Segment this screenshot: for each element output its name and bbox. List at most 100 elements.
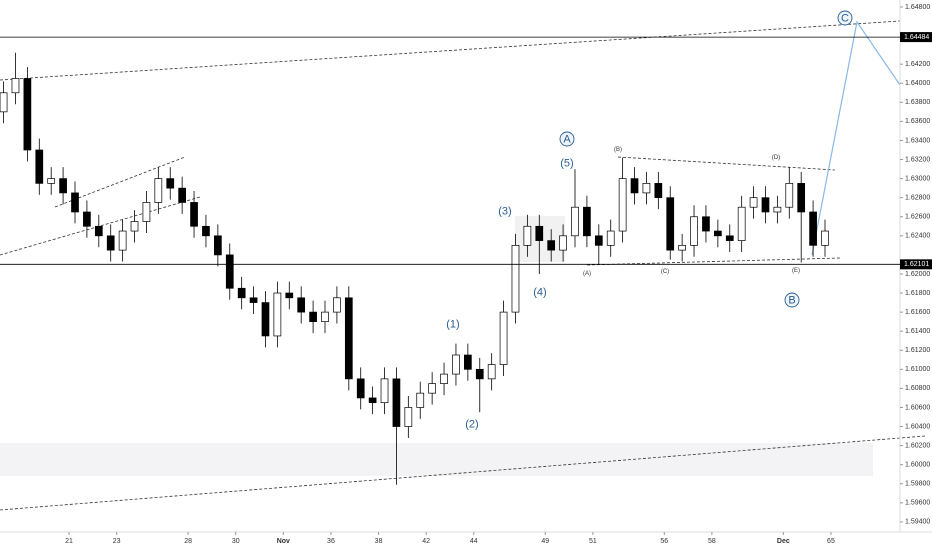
x-tick-label: Nov [277, 538, 290, 545]
candle-body [440, 373, 448, 384]
wave-label: C [841, 12, 849, 24]
candle-body [618, 178, 627, 232]
candle-body [714, 230, 722, 237]
trendline [0, 20, 901, 81]
y-tick-label: 1.59600 [905, 500, 930, 507]
wave-label: (4) [533, 286, 546, 298]
wave-label: (5) [560, 157, 573, 169]
wave-circle [837, 10, 853, 26]
candle-body [737, 206, 746, 241]
price-tag-label: 1.62101 [904, 261, 929, 268]
x-tick-label: 56 [660, 538, 668, 545]
candle-body [202, 225, 210, 237]
candle-body [594, 235, 603, 246]
price-tag [900, 259, 932, 270]
x-tick-label: 23 [113, 538, 121, 545]
candle-body [511, 245, 520, 313]
wave-label: A [563, 133, 571, 145]
candle-body [83, 211, 91, 227]
wave-label: (1) [446, 318, 459, 330]
projection [811, 20, 901, 256]
candle-body [71, 192, 79, 213]
candle-body [547, 240, 556, 251]
y-tick-label: 1.63800 [905, 99, 930, 106]
x-tick-label: 21 [65, 538, 73, 545]
y-tick-label: 1.59800 [905, 481, 930, 488]
zone [0, 443, 873, 476]
y-tick-label: 1.60000 [905, 462, 930, 469]
candle-body [321, 311, 329, 322]
candle-body [725, 235, 734, 241]
candle-body [583, 206, 591, 237]
candle-body [166, 178, 175, 189]
trendline [586, 257, 841, 266]
candle-body [0, 92, 8, 113]
x-tick-label: 49 [541, 538, 549, 545]
candle-body [333, 297, 341, 313]
candle-body [535, 225, 544, 241]
price-tag-label: 1.64484 [904, 34, 929, 41]
y-tick-label: 1.60800 [905, 385, 930, 392]
candle-body [630, 178, 639, 194]
candle-body [59, 178, 67, 194]
y-tick-label: 1.63600 [905, 118, 930, 125]
candle-body [416, 392, 425, 408]
candle-body [380, 378, 389, 404]
wave-label: (C) [661, 269, 669, 275]
y-tick-label: 1.62400 [905, 233, 930, 240]
y-tick-label: 1.63400 [905, 137, 930, 144]
y-tick-label: 1.62800 [905, 195, 930, 202]
y-tick-label: 1.61400 [905, 328, 930, 335]
candle-body [225, 254, 234, 289]
wave-label: B [788, 294, 795, 306]
wave-label: (2) [465, 418, 478, 430]
candle-body [285, 292, 294, 299]
candle-body [404, 407, 413, 427]
y-tick-label: 1.61000 [905, 366, 930, 373]
candle-body [452, 354, 460, 375]
candle-body [690, 216, 698, 246]
candle-body [666, 197, 675, 251]
candle-body [797, 183, 806, 213]
candle-body [94, 225, 103, 237]
x-tick-label: Dec [777, 538, 790, 545]
wave-circle [559, 131, 575, 147]
candle-body [11, 78, 20, 94]
price-tag [900, 32, 932, 43]
x-tick-label: 42 [422, 538, 430, 545]
candle-body [475, 368, 484, 380]
candle-body [249, 297, 258, 303]
candle-body [761, 197, 770, 213]
wave-label: (B) [614, 147, 622, 153]
candle-body [106, 235, 115, 251]
candle-body [702, 216, 710, 232]
y-tick-label: 1.63200 [905, 156, 930, 163]
trendline [54, 156, 186, 208]
x-tick-label: 28 [184, 538, 192, 545]
candle-body [559, 235, 567, 251]
y-tick-label: 1.62000 [905, 271, 930, 278]
candle-body [356, 378, 365, 399]
candle-body [773, 206, 782, 213]
trendline [617, 156, 836, 171]
x-tick-label: 51 [589, 538, 597, 545]
candle-body [785, 183, 794, 208]
x-tick-label: 38 [375, 538, 383, 545]
wave-label: (E) [792, 268, 800, 274]
candle-body [35, 149, 44, 184]
candle-body [392, 378, 401, 427]
wave-label: (A) [583, 271, 591, 277]
candle-body [809, 211, 817, 246]
candle-body [154, 178, 163, 203]
candle-body [464, 354, 472, 370]
trendlines [0, 20, 926, 511]
x-tick-label: 65 [827, 538, 835, 545]
y-tick-label: 1.60200 [905, 442, 930, 449]
candle-body [368, 397, 377, 404]
candle-body [749, 197, 758, 208]
x-tick-label: 44 [470, 538, 478, 545]
candle-body [178, 187, 186, 203]
candle-body [487, 364, 496, 380]
candle-body [190, 202, 198, 227]
x-tick-label: 36 [327, 538, 335, 545]
